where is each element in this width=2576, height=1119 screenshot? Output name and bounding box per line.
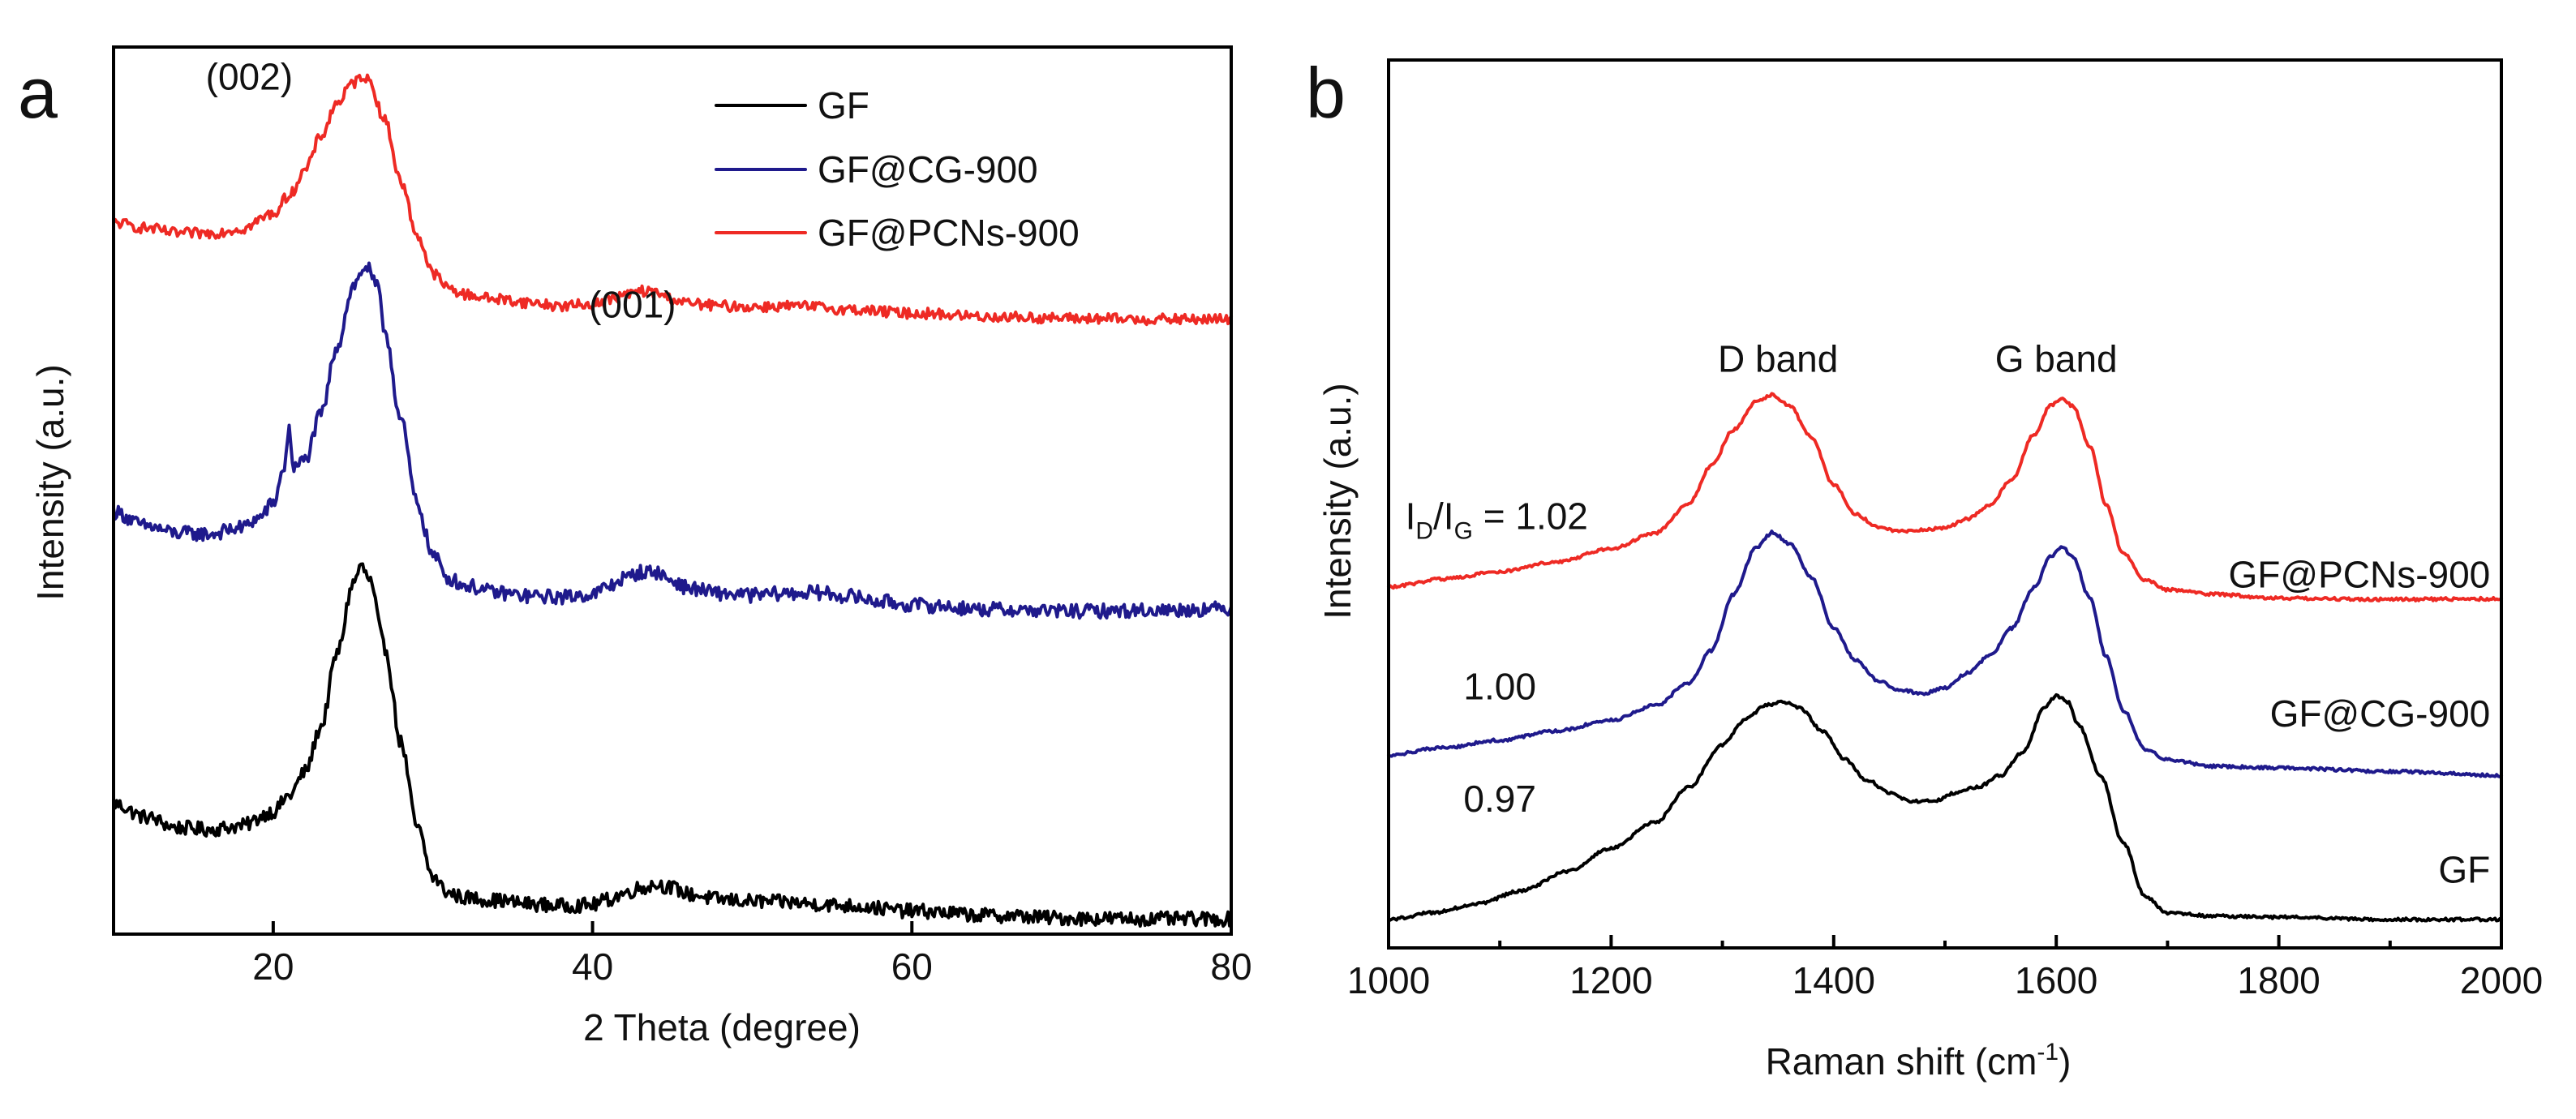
panel-b-x-axis-title-main: Raman shift (cm xyxy=(1766,1040,2037,1083)
x-tick-label-a-60: 60 xyxy=(891,945,933,988)
panel-b-curves xyxy=(1387,392,2503,923)
x-tick-label-b-1800: 1800 xyxy=(2237,959,2320,1001)
legend-label-gf: GF xyxy=(818,84,869,126)
panel-a-letter: a xyxy=(18,53,58,133)
panel-b-y-axis-title: Intensity (a.u.) xyxy=(1316,383,1359,619)
panel-a-legend: GF GF@CG-900 GF@PCNs-900 xyxy=(715,84,1080,254)
peak-label-001: (001) xyxy=(589,284,676,326)
peak-label-002: (002) xyxy=(206,56,293,98)
x-tick-label-a-40: 40 xyxy=(572,945,613,988)
x-tick-label-b-2000: 2000 xyxy=(2460,959,2543,1001)
legend-label-gf-pcns-900: GF@PCNs-900 xyxy=(818,212,1080,254)
x-tick-label-a-20: 20 xyxy=(252,945,294,988)
panel-b-x-axis-title: Raman shift (cm-1) xyxy=(1766,1039,2072,1083)
x-tick-label-b-1600: 1600 xyxy=(2015,959,2097,1001)
x-tick-label-b-1200: 1200 xyxy=(1569,959,1652,1001)
band-label-d-band: D band xyxy=(1718,338,1838,380)
series-line-gf-pcns-900-b xyxy=(1387,392,2503,602)
x-tick-label-b-1400: 1400 xyxy=(1792,959,1875,1001)
panel-b: b Intensity (a.u.) Raman shift (cm-1) 10… xyxy=(1306,53,2543,1083)
series-line-gf-cg-900-a xyxy=(112,261,1233,620)
panel-a-ticks: 20 40 60 80 xyxy=(252,921,1252,988)
series-line-gf-a xyxy=(112,562,1233,928)
panel-a-x-axis-title: 2 Theta (degree) xyxy=(583,1006,861,1048)
ratio-value-1-00: 1.00 xyxy=(1463,665,1536,707)
panel-a-annotations: (002) (001) xyxy=(206,56,676,326)
ratio-label-sub-g: G xyxy=(1454,517,1473,544)
panel-a-plot-frame xyxy=(112,45,1233,936)
panel-b-letter: b xyxy=(1306,53,1346,133)
legend-label-gf-cg-900: GF@CG-900 xyxy=(818,148,1038,191)
x-tick-label-b-1000: 1000 xyxy=(1347,959,1430,1001)
curve-label-gf-cg-900: GF@CG-900 xyxy=(2270,692,2491,735)
panel-b-ticks: 1000 1200 1400 1600 1800 2000 xyxy=(1347,935,2543,1001)
ratio-label-i: I xyxy=(1406,495,1416,537)
ratio-label-id-ig: ID/IG = 1.02 xyxy=(1406,495,1588,544)
ratio-label-value: = 1.02 xyxy=(1473,495,1588,537)
series-line-gf-pcns-900-a xyxy=(112,73,1233,327)
series-line-gf-cg-900-b xyxy=(1387,529,2503,778)
panel-a-y-axis-title: Intensity (a.u.) xyxy=(29,364,71,600)
ratio-label-sub-d: D xyxy=(1415,517,1433,544)
panel-b-x-axis-title-end: ) xyxy=(2059,1040,2071,1083)
series-line-gf-b xyxy=(1387,692,2503,923)
ratio-label-slash-i: /I xyxy=(1433,495,1454,537)
band-label-g-band: G band xyxy=(1995,338,2118,380)
panel-b-x-axis-title-sup: -1 xyxy=(2037,1039,2059,1065)
curve-label-gf: GF xyxy=(2438,849,2490,891)
x-tick-label-a-80: 80 xyxy=(1210,945,1252,988)
ratio-value-0-97: 0.97 xyxy=(1463,778,1536,820)
panel-b-annotations: D band G band 1.00 0.97 GF GF@CG-900 GF@PCNs-9… xyxy=(1463,338,2490,891)
panel-a-curves xyxy=(112,73,1233,928)
panel-a: a Intensity (a.u.) 2 Theta (degree) 20 40… xyxy=(18,45,1252,1048)
curve-label-gf-pcns-900: GF@PCNs-900 xyxy=(2229,554,2491,596)
